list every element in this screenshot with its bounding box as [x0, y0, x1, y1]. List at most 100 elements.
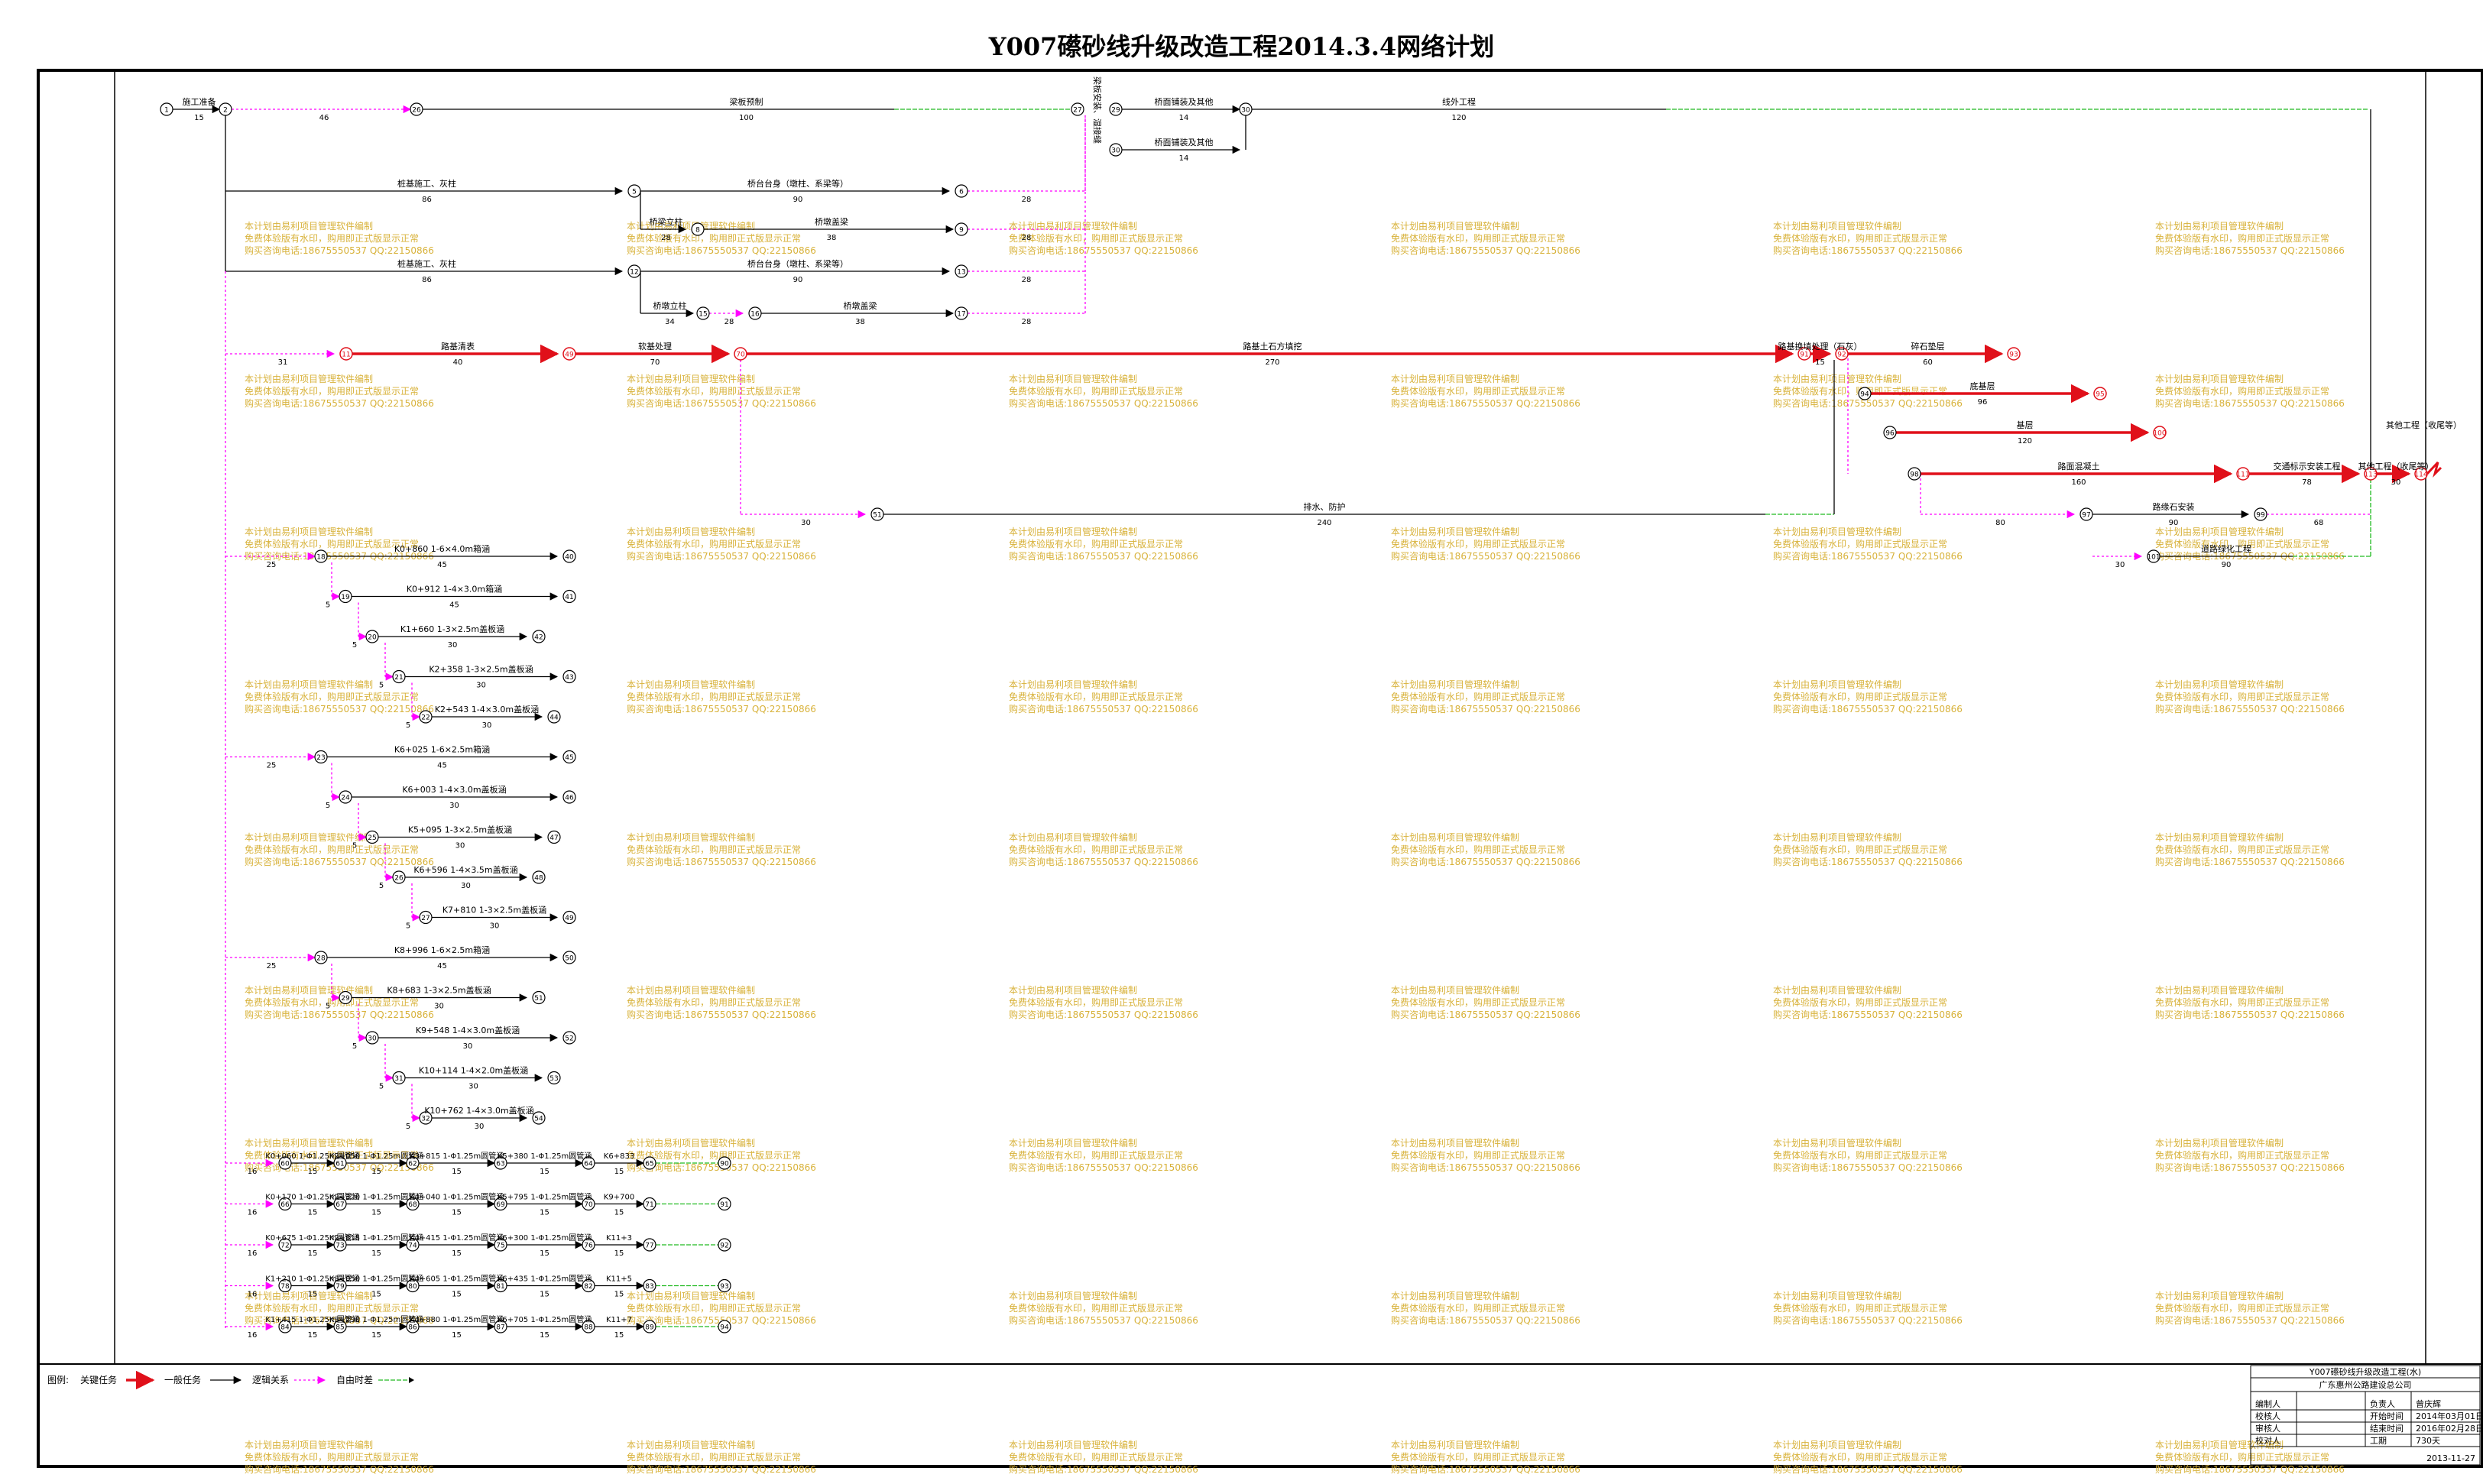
task-label: 桥面铺装及其他: [1155, 138, 1214, 147]
watermark-text: 免费体验版有水印，购用即正式版显示正常: [245, 691, 419, 702]
end-marker: [2426, 461, 2442, 478]
watermark-text: 免费体验版有水印，购用即正式版显示正常: [1773, 691, 1947, 702]
watermark-text: 本计划由易利项目管理软件编制: [245, 526, 373, 537]
watermark-text: 免费体验版有水印，购用即正式版显示正常: [1773, 1149, 1947, 1161]
event-node: [392, 1071, 406, 1085]
watermark-text: 免费体验版有水印，购用即正式版显示正常: [2155, 1149, 2329, 1161]
watermark-text: 免费体验版有水印，购用即正式版显示正常: [1391, 691, 1565, 702]
event-node: [562, 1031, 576, 1045]
event-node: [410, 102, 423, 116]
watermark-text: 本计划由易利项目管理软件编制: [1009, 984, 1137, 996]
event-node-number: 44: [549, 714, 559, 722]
pipe-label: K3+050 1-Φ1.25m圆管涵: [329, 1274, 423, 1284]
watermark-text: 购买咨询电话:18675550537 QQ:22150866: [2155, 703, 2345, 714]
watermark-text: 免费体验版有水印，购用即正式版显示正常: [1391, 1451, 1565, 1463]
event-node-number: 100: [2153, 430, 2166, 438]
event-node: [547, 830, 561, 844]
watermark-text: 免费体验版有水印，购用即正式版显示正常: [2155, 1302, 2329, 1314]
event-node-number: 114: [2414, 471, 2427, 479]
critical-event-node: [2153, 426, 2167, 439]
culvert-lead: 25: [267, 962, 277, 970]
critical-event-node: [2414, 467, 2428, 481]
watermark-text: 购买咨询电话:18675550537 QQ:22150866: [1773, 1162, 1963, 1173]
culvert-lead: 5: [326, 1003, 330, 1011]
event-node-number: 1: [164, 107, 169, 115]
event-node: [643, 1197, 656, 1211]
watermark-text: 购买咨询电话:18675550537 QQ:22150866: [1773, 1009, 1963, 1020]
event-node-number: 75: [496, 1243, 504, 1250]
event-node-number: 86: [408, 1324, 417, 1332]
event-node: [494, 1156, 507, 1170]
task-dur: 96: [1978, 398, 1988, 407]
task-dur: 28: [1022, 196, 1032, 204]
event-node-number: 93: [2009, 352, 2018, 359]
task-dur: 38: [855, 318, 865, 326]
event-node: [392, 870, 406, 884]
event-node-number: 52: [565, 1035, 573, 1043]
legend-float-arrow: [409, 1377, 414, 1383]
event-node: [955, 222, 968, 236]
watermark-text: 购买咨询电话:18675550537 QQ:22150866: [1773, 245, 1963, 256]
pipe-duration: 15: [452, 1249, 462, 1258]
title-block-cell: 工期: [2370, 1436, 2387, 1446]
task-dur: 34: [665, 318, 675, 326]
pipe-label: K3+815 1-Φ1.25m圆管涵: [410, 1151, 504, 1161]
watermark-text: 免费体验版有水印，购用即正式版显示正常: [1009, 232, 1183, 244]
event-node: [2254, 507, 2267, 521]
event-node: [562, 549, 576, 563]
edge-layer: [173, 105, 2442, 1331]
culvert-duration: 45: [449, 601, 459, 610]
task-dur: 40: [453, 358, 463, 367]
pipe-lead: 16: [248, 1168, 258, 1176]
event-node-number: 94: [720, 1324, 729, 1332]
event-node: [955, 264, 968, 278]
watermark-text: 本计划由易利项目管理软件编制: [245, 1137, 373, 1149]
task-dur: 160: [2071, 478, 2086, 487]
event-node-number: 22: [421, 714, 430, 722]
pipe-duration: 15: [371, 1291, 381, 1299]
event-node: [718, 1156, 731, 1170]
pipe-duration: 15: [308, 1249, 318, 1258]
watermark-text: 免费体验版有水印，购用即正式版显示正常: [1391, 996, 1565, 1008]
task-dur: 120: [1451, 114, 1466, 122]
event-node: [870, 507, 884, 521]
event-node-number: 101: [2147, 554, 2160, 562]
watermark-text: 购买咨询电话:18675550537 QQ:22150866: [1391, 1162, 1580, 1173]
task-label: 桩基施工、灰柱: [397, 258, 456, 269]
legend-normal: 一般任务: [164, 1374, 201, 1385]
event-node: [643, 1278, 656, 1293]
event-node-number: 80: [408, 1283, 417, 1291]
event-node: [562, 669, 576, 684]
event-node-number: 73: [335, 1243, 344, 1250]
event-node-number: 43: [565, 674, 573, 682]
event-node-number: 26: [394, 875, 404, 883]
event-node-number: 28: [316, 955, 326, 963]
watermark-text: 本计划由易利项目管理软件编制: [627, 1439, 755, 1450]
watermark-text: 免费体验版有水印，购用即正式版显示正常: [1009, 1302, 1183, 1314]
vertical-task-label: 其他工程（收尾等）: [2386, 420, 2462, 430]
watermark-text: 免费体验版有水印，购用即正式版显示正常: [627, 538, 801, 549]
event-node: [494, 1238, 507, 1252]
watermark-text: 购买咨询电话:18675550537 QQ:22150866: [1773, 856, 1963, 867]
critical-event-node: [1835, 347, 1849, 361]
culvert-duration: 30: [475, 1123, 485, 1131]
watermark-text: 本计划由易利项目管理软件编制: [245, 984, 373, 996]
task-dur: 90: [793, 276, 803, 284]
event-node-number: 12: [630, 269, 638, 277]
event-node: [494, 1197, 507, 1211]
pipe-label: K2+050 1-Φ1.25m圆管涵: [329, 1151, 423, 1161]
event-node-number: 113: [2364, 471, 2377, 479]
event-node: [1883, 426, 1897, 439]
task-label: 桥墩立柱: [653, 300, 687, 311]
culvert-duration: 30: [468, 1083, 478, 1091]
pipe-duration: 15: [452, 1168, 462, 1176]
event-node-number: 29: [341, 995, 350, 1003]
culvert-lead: 5: [406, 1123, 410, 1131]
task-label: 桩基施工、灰柱: [397, 178, 456, 189]
event-node-number: 63: [496, 1161, 504, 1168]
culvert-duration: 30: [476, 682, 486, 690]
event-node-number: 94: [1860, 391, 1869, 399]
critical-event-node: [339, 347, 353, 361]
task-dur: 120: [2018, 437, 2032, 446]
